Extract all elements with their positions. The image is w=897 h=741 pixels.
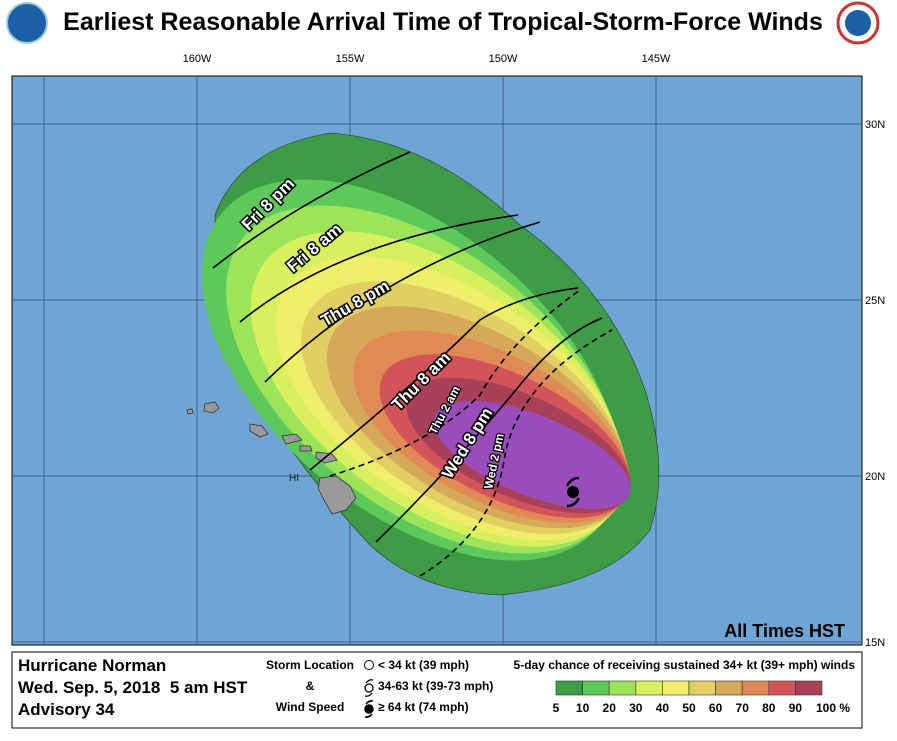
- legend-swatch: [795, 680, 823, 696]
- lat-label: 25N: [865, 295, 885, 307]
- storm-center: [567, 486, 579, 498]
- key-title: &: [306, 679, 315, 693]
- island: [281, 433, 303, 445]
- nws-logo-core: [845, 10, 871, 36]
- key-item: 34-63 kt (39-73 mph): [378, 679, 493, 693]
- legend-label: 20: [603, 701, 617, 715]
- island: [249, 423, 269, 438]
- legend-label: 100 %: [816, 701, 850, 715]
- island: [299, 445, 313, 452]
- lat-label: 20N: [865, 471, 885, 483]
- noaa-logo: [6, 2, 48, 44]
- legend-label: 60: [709, 701, 723, 715]
- title: Earliest Reasonable Arrival Time of Trop…: [63, 8, 823, 36]
- island: [317, 475, 357, 515]
- legend-swatch: [768, 680, 796, 696]
- legend-swatch: [608, 680, 637, 696]
- legend-swatch: [715, 680, 743, 696]
- lon-label: 155W: [336, 53, 365, 65]
- time-contour: [212, 151, 411, 269]
- lat-label: 30N: [865, 119, 885, 131]
- legend-swatch: [582, 680, 610, 696]
- legend-label: 80: [762, 701, 776, 715]
- key-symbol: [364, 700, 374, 718]
- time-contour: [239, 214, 519, 323]
- time-contour: [375, 317, 603, 543]
- legend-swatch: [662, 680, 690, 696]
- place-label: HI: [289, 473, 299, 484]
- key-item: ≥ 64 kt (74 mph): [378, 700, 469, 714]
- key-symbol: [364, 660, 374, 670]
- legend-label: 30: [629, 701, 643, 715]
- storm-name: Hurricane Norman: [18, 656, 166, 675]
- lon-label: 145W: [642, 53, 671, 65]
- island: [203, 401, 220, 414]
- hurricane-symbol: [565, 476, 581, 508]
- advisory-number: Advisory 34: [18, 700, 115, 719]
- legend-swatch: [635, 680, 663, 696]
- lon-label: 160W: [183, 53, 212, 65]
- legend-label: 50: [682, 701, 696, 715]
- island: [186, 408, 194, 415]
- time-contour: [309, 287, 579, 471]
- legend-swatch: [741, 680, 770, 696]
- time-note: All Times HST: [724, 621, 845, 641]
- time-contour: [264, 221, 541, 383]
- legend-swatch: [688, 680, 716, 696]
- key-item: < 34 kt (39 mph): [378, 658, 469, 672]
- lat-label: 15N: [865, 637, 885, 649]
- time-contour-dashed: [419, 329, 613, 577]
- legend-title: 5-day chance of receiving sustained 34+ …: [514, 658, 856, 672]
- legend-label: 90: [789, 701, 803, 715]
- legend-swatch: [555, 680, 583, 696]
- lon-label: 150W: [489, 53, 518, 65]
- legend-label: 5: [553, 701, 560, 715]
- legend-label: 10: [576, 701, 590, 715]
- legend-label: 70: [736, 701, 750, 715]
- storm-arm: [565, 476, 581, 508]
- legend-label: 40: [656, 701, 670, 715]
- key-title: Wind Speed: [276, 700, 345, 714]
- key-title: Storm Location: [266, 658, 354, 672]
- advisory-date: Wed. Sep. 5, 2018 5 am HST: [18, 678, 248, 697]
- time-contour-dashed: [329, 289, 581, 477]
- key-symbol: [364, 679, 374, 697]
